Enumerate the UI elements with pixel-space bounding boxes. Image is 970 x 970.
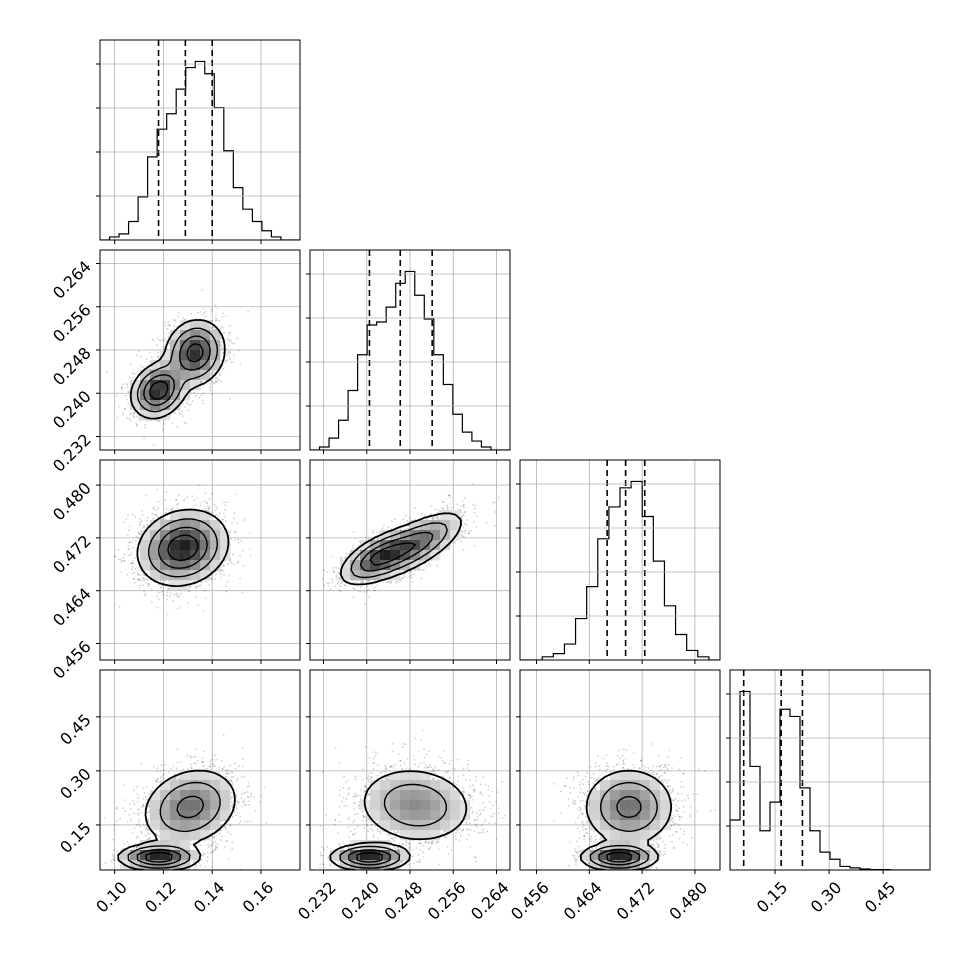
density-contours [340,512,462,586]
x-tick-label: 0.240 [337,878,383,924]
contour-line [579,769,672,870]
contour-line [348,849,392,866]
histogram-panel-3: 0.15 0.30 0.45 [726,669,931,917]
density-shading [340,510,461,581]
histogram-step [520,480,720,660]
contour-line [359,531,434,572]
scatter-panel-3-2: 0.456 0.464 0.472 0.480 [507,669,721,924]
contour-line [157,526,208,569]
x-tick-label: 0.248 [380,878,426,924]
x-tick-label: 0.480 [665,878,711,924]
panel-frame [519,459,721,661]
panel-frame [99,669,301,871]
panel-frame [519,669,721,871]
contour-line [369,542,416,566]
x-tick-label: 0.14 [190,878,229,917]
panel-frame [99,459,301,661]
y-tick-label: 0.248 [49,343,95,389]
y-tick-label: 0.480 [49,478,95,524]
contour-line [136,795,205,866]
x-tick-label: 0.16 [239,878,278,917]
scatter-panel-3-0: 0.10 0.12 0.14 0.16 0.15 0.30 0.45 [56,669,301,917]
x-tick-label: 0.232 [294,878,340,924]
contour-line [356,852,383,863]
density-contours [117,769,236,870]
density-contours [579,769,672,870]
contour-line [143,335,211,406]
y-tick-label: 0.256 [49,300,95,346]
y-tick-label: 0.45 [56,710,95,749]
y-tick-label: 0.15 [56,818,95,857]
contour-line [129,319,226,420]
contour-line [340,512,462,586]
panel-frame [729,669,931,871]
y-tick-label: 0.232 [49,430,95,476]
contour-line [350,522,448,579]
y-tick-label: 0.456 [49,637,95,683]
x-tick-label: 0.12 [141,878,180,917]
contour-line [136,508,230,587]
contour-line [339,783,447,869]
density-shading [140,510,231,591]
x-tick-label: 0.464 [560,878,606,924]
histogram-step [100,60,300,240]
y-tick-label: 0.240 [49,387,95,433]
density-contours [129,319,226,420]
x-tick-label: 0.10 [92,878,131,917]
x-tick-label: 0.456 [507,878,553,924]
histogram-step [310,270,510,450]
scatter-panel-2-1 [306,459,511,664]
contour-line [136,327,219,413]
y-tick-label: 0.464 [49,584,95,630]
y-tick-label: 0.30 [56,764,95,803]
y-tick-label: 0.264 [49,257,95,303]
x-tick-label: 0.15 [753,878,792,917]
histogram-step [730,690,930,870]
contour-line [606,851,633,863]
contour-line [127,781,221,869]
density-contours [329,770,468,870]
x-tick-label: 0.472 [613,878,659,924]
x-tick-label: 0.45 [861,878,900,917]
scatter-panel-2-0: 0.456 0.464 0.472 0.480 [49,459,301,683]
contour-line [329,770,468,870]
contour-line [148,518,218,578]
contour-line [149,343,204,400]
density-shading [120,770,231,870]
x-tick-label: 0.264 [467,878,513,924]
histogram-panel-1 [306,249,511,454]
contour-line [589,781,658,869]
contour-line [167,534,199,562]
histogram-panel-2 [516,459,721,664]
y-tick-label: 0.472 [49,531,95,577]
x-tick-label: 0.256 [424,878,470,924]
contour-line [598,795,642,866]
contour-line [145,851,173,863]
x-tick-label: 0.30 [807,878,846,917]
density-shading [580,770,671,870]
panel-frame [99,39,301,241]
histogram-panel-0 [96,39,301,244]
contour-line [117,769,236,870]
density-contours [136,508,230,587]
